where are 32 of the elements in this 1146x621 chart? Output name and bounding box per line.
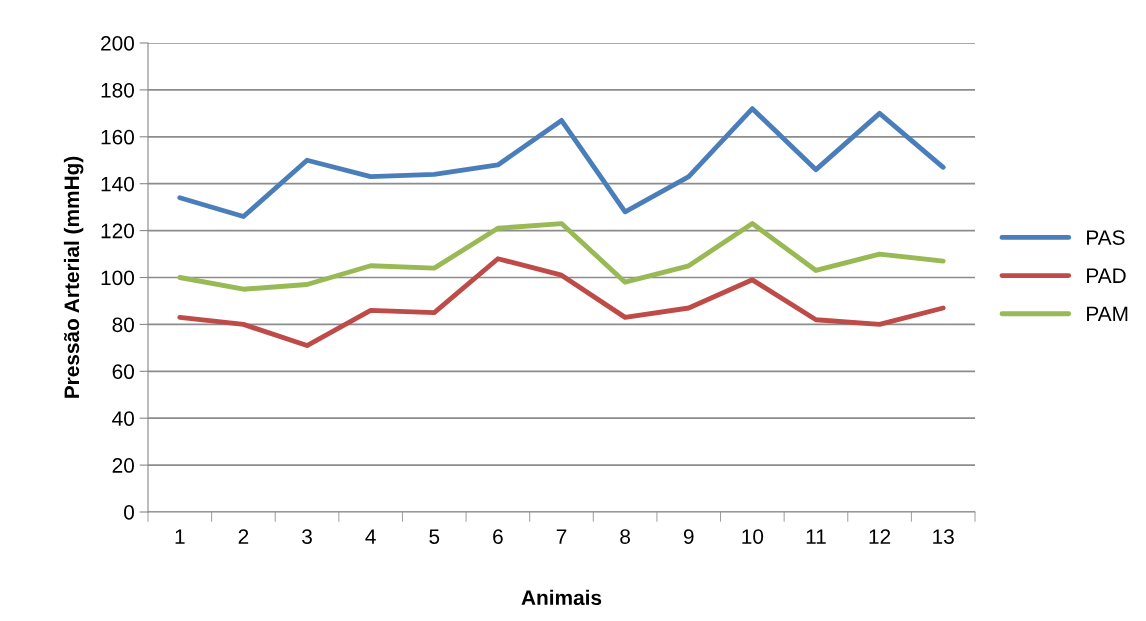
y-tick-label: 140 [101, 176, 134, 192]
x-tick-label: 2 [238, 529, 249, 544]
x-tick-label: 4 [365, 529, 376, 544]
x-tick-label: 7 [556, 529, 567, 544]
line-series [177, 106, 946, 219]
x-tick-label: 13 [933, 529, 954, 544]
y-tick-label: 80 [112, 317, 134, 333]
x-tick-label: 5 [429, 529, 440, 544]
y-tick-label: 100 [101, 270, 134, 286]
y-axis-title: Pressão Arterial (mmHg) [63, 156, 84, 398]
legend-label: PAD [1087, 268, 1126, 283]
x-tick-label: 1 [175, 529, 185, 544]
x-tick-label: 6 [493, 529, 503, 544]
y-tick-label: 20 [112, 458, 134, 473]
legend-label: PAM [1087, 306, 1128, 322]
y-tick-label: 0 [124, 505, 134, 520]
y-tick-label: 60 [112, 364, 134, 380]
x-tick-label: 9 [683, 529, 694, 544]
x-tick-label: 8 [620, 529, 630, 544]
line-series [177, 221, 946, 292]
x-tick-label: 3 [302, 529, 312, 544]
line-series [177, 256, 946, 348]
y-tick-label: 180 [101, 82, 134, 98]
y-tick-label: 200 [101, 36, 134, 51]
x-axis-title: Animais [521, 589, 602, 606]
y-tick-label: 120 [101, 223, 134, 239]
legend-label: PAS [1087, 230, 1125, 245]
x-tick-label: 11 [806, 529, 826, 544]
y-tick-label: 40 [112, 411, 134, 426]
y-tick-label: 160 [101, 129, 134, 145]
x-tick-label: 12 [869, 529, 891, 544]
x-tick-label: 10 [742, 529, 764, 544]
